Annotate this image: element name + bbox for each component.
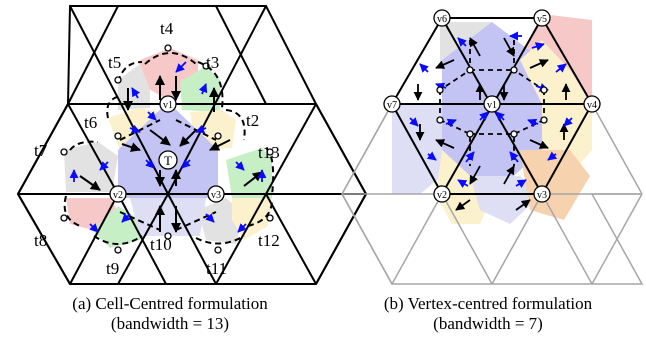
label-t12: t12	[258, 231, 280, 250]
center-T-label: T	[164, 153, 172, 168]
right-cell-nodes	[436, 66, 548, 138]
label-t13: t13	[258, 143, 280, 162]
rvertex-v3-label: v3	[537, 190, 547, 201]
rvertex-v2	[433, 185, 451, 203]
vertex-v3	[207, 185, 225, 203]
label-t6: t6	[84, 113, 97, 132]
right-vertices: v1 v2 v3 v4 v5 v6 v7	[383, 9, 601, 203]
vertex-v2-label: v2	[113, 190, 123, 201]
vertex-centred-diagram: v1 v2 v3 v4 v5 v6 v7	[341, 9, 644, 285]
label-t8: t8	[34, 231, 47, 250]
rvertex-v7	[383, 95, 401, 113]
right-gray-mesh	[341, 103, 644, 285]
rvertex-v5	[533, 9, 551, 27]
rvertex-v4-label: v4	[587, 100, 597, 111]
left-cell-nodes	[60, 44, 274, 254]
label-t9: t9	[106, 259, 119, 278]
right-black-arrows	[413, 37, 571, 211]
center-T	[158, 150, 178, 170]
vertex-v1	[159, 95, 177, 113]
label-t5: t5	[108, 53, 121, 72]
vertex-v2	[109, 185, 127, 203]
patch-t7-gray	[64, 142, 118, 192]
rvertex-v5-label: v5	[537, 14, 547, 25]
rvertex-v7-label: v7	[387, 100, 397, 111]
caption-a-main: (a) Cell-Centred formulation	[72, 294, 268, 313]
label-t4: t4	[160, 19, 174, 38]
caption-b-sub: (bandwidth = 7)	[433, 314, 543, 333]
label-t10: t10	[150, 235, 172, 254]
label-t7: t7	[34, 141, 48, 160]
right-color-patches	[392, 14, 592, 224]
cell-centred-diagram: v1 v2 v3 T t2 t3 t4 t5 t6 t7 t8 t9 t10 t…	[16, 5, 368, 285]
rvertex-v6-label: v6	[437, 14, 447, 25]
figure: v1 v2 v3 T t2 t3 t4 t5 t6 t7 t8 t9 t10 t…	[16, 5, 644, 285]
rvertex-v6	[433, 9, 451, 27]
left-triangle-labels: t2 t3 t4 t5 t6 t7 t8 t9 t10 t11 t12 t13	[34, 19, 280, 278]
patch-center-blue	[118, 102, 218, 198]
caption-b-main: (b) Vertex-centred formulation	[383, 294, 593, 313]
rvertex-v4	[583, 95, 601, 113]
vertex-v1-label: v1	[163, 100, 173, 111]
caption-vertex-centred: (b) Vertex-centred formulation (bandwidt…	[338, 294, 638, 334]
rvertex-v3	[533, 185, 551, 203]
left-color-patches	[64, 48, 272, 248]
rvertex-v1	[483, 95, 501, 113]
left-blue-arrows	[69, 61, 267, 233]
label-t11: t11	[206, 259, 227, 278]
vertex-v3-label: v3	[211, 190, 221, 201]
patch-t13-green	[226, 148, 272, 198]
caption-a-sub: (bandwidth = 13)	[110, 314, 230, 333]
left-vertices: v1 v2 v3 T	[109, 95, 225, 203]
caption-cell-centred: (a) Cell-Centred formulation (bandwidth …	[25, 294, 315, 334]
rvertex-v2-label: v2	[437, 190, 447, 201]
label-t3: t3	[206, 53, 219, 72]
rvertex-v1-label: v1	[487, 100, 497, 111]
patch-t5-gray	[118, 64, 150, 110]
patch-t10-lavender	[130, 198, 206, 236]
label-t2: t2	[246, 111, 259, 130]
